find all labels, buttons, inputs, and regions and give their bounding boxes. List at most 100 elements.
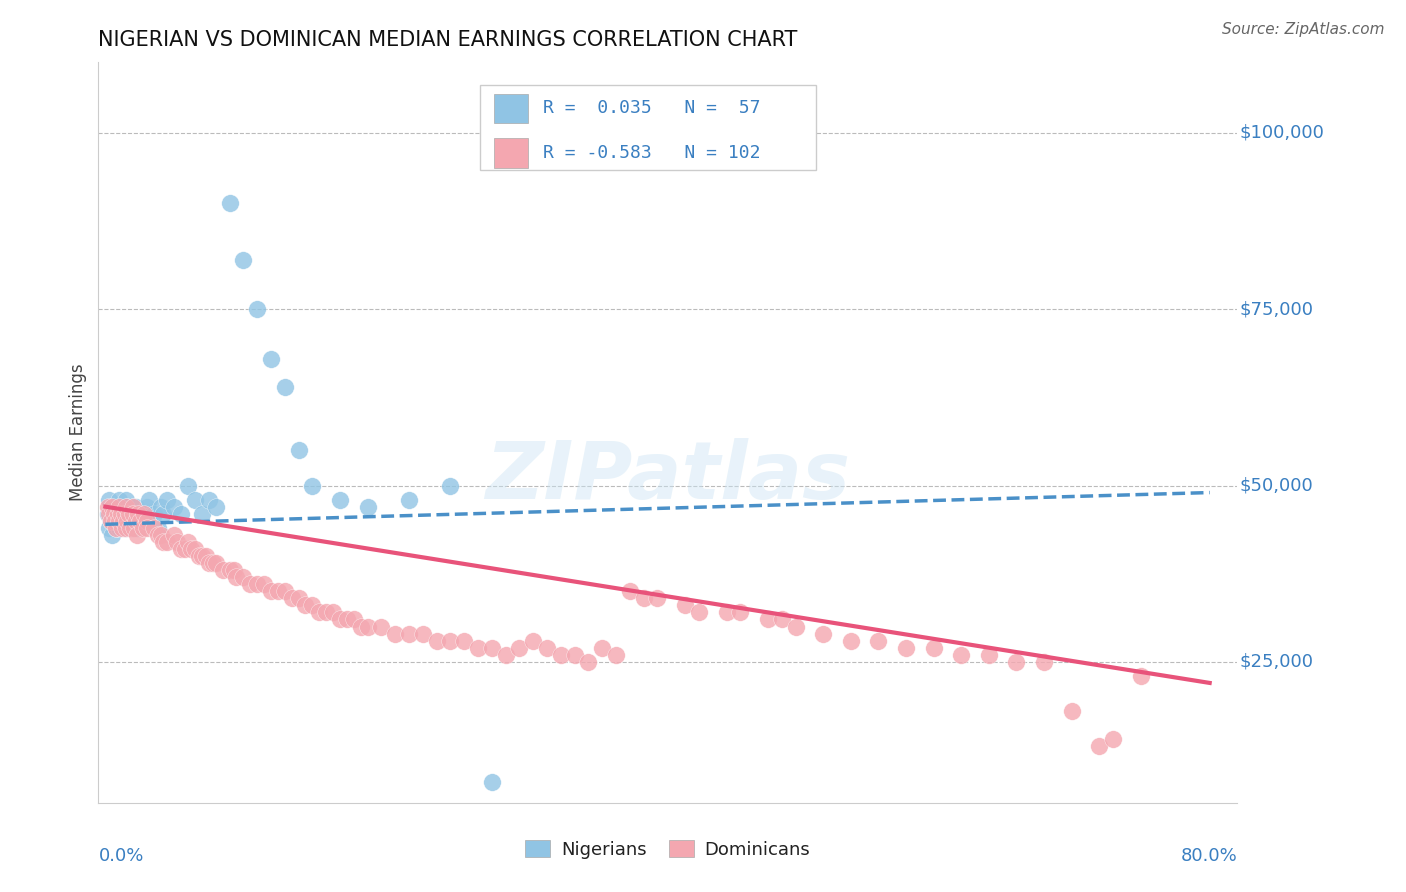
Point bbox=[922, 640, 945, 655]
Point bbox=[100, 514, 122, 528]
Point bbox=[104, 514, 127, 528]
Point bbox=[127, 507, 149, 521]
Point bbox=[439, 478, 461, 492]
Point bbox=[103, 507, 125, 521]
Point bbox=[301, 478, 323, 492]
Point bbox=[811, 626, 834, 640]
Point bbox=[117, 514, 139, 528]
Text: NIGERIAN VS DOMINICAN MEDIAN EARNINGS CORRELATION CHART: NIGERIAN VS DOMINICAN MEDIAN EARNINGS CO… bbox=[98, 29, 797, 50]
Point bbox=[412, 626, 434, 640]
Point bbox=[180, 541, 202, 556]
Point bbox=[950, 648, 973, 662]
Point bbox=[1033, 655, 1056, 669]
Point bbox=[211, 563, 233, 577]
Point bbox=[201, 556, 224, 570]
Text: ZIPatlas: ZIPatlas bbox=[485, 438, 851, 516]
Point bbox=[218, 196, 240, 211]
Point bbox=[619, 584, 641, 599]
Point bbox=[716, 606, 738, 620]
Text: $100,000: $100,000 bbox=[1240, 124, 1324, 142]
Point bbox=[135, 514, 157, 528]
Point bbox=[647, 591, 669, 606]
Point bbox=[101, 500, 124, 514]
Point bbox=[104, 514, 127, 528]
Point bbox=[384, 626, 406, 640]
Point bbox=[329, 492, 352, 507]
Point bbox=[287, 443, 309, 458]
Point bbox=[128, 507, 150, 521]
Point bbox=[111, 500, 134, 514]
Point bbox=[156, 492, 179, 507]
Point bbox=[1102, 732, 1125, 747]
Point bbox=[170, 507, 193, 521]
Text: Source: ZipAtlas.com: Source: ZipAtlas.com bbox=[1222, 22, 1385, 37]
Point bbox=[453, 633, 475, 648]
Point bbox=[467, 640, 489, 655]
Point bbox=[550, 648, 572, 662]
Point bbox=[177, 535, 200, 549]
Point bbox=[101, 528, 124, 542]
Point bbox=[108, 521, 131, 535]
Point bbox=[110, 507, 132, 521]
Text: $50,000: $50,000 bbox=[1240, 476, 1313, 494]
Point bbox=[398, 626, 420, 640]
Point bbox=[100, 514, 122, 528]
Point bbox=[336, 612, 359, 626]
Point bbox=[135, 521, 157, 535]
Point bbox=[174, 541, 197, 556]
Point bbox=[114, 507, 136, 521]
Point bbox=[184, 541, 207, 556]
Point bbox=[253, 577, 276, 591]
Point bbox=[785, 619, 807, 633]
Point bbox=[1005, 655, 1028, 669]
Point bbox=[124, 521, 146, 535]
Point bbox=[97, 507, 120, 521]
Point bbox=[125, 521, 148, 535]
Text: R =  0.035   N =  57: R = 0.035 N = 57 bbox=[543, 100, 761, 118]
Point bbox=[356, 500, 378, 514]
Point bbox=[198, 556, 221, 570]
Point bbox=[350, 619, 373, 633]
Point bbox=[108, 500, 131, 514]
Point bbox=[591, 640, 613, 655]
Point bbox=[1088, 739, 1111, 754]
Point bbox=[98, 507, 121, 521]
Point bbox=[246, 577, 269, 591]
Point bbox=[131, 521, 153, 535]
Point bbox=[152, 535, 174, 549]
Point bbox=[163, 528, 186, 542]
Point bbox=[146, 528, 169, 542]
Point bbox=[120, 514, 142, 528]
Point bbox=[868, 633, 890, 648]
Point bbox=[122, 500, 145, 514]
Point bbox=[191, 507, 214, 521]
Point bbox=[163, 500, 186, 514]
Point bbox=[308, 606, 330, 620]
Point bbox=[356, 619, 378, 633]
Point bbox=[370, 619, 392, 633]
Point bbox=[156, 535, 179, 549]
Point bbox=[135, 514, 157, 528]
Point bbox=[522, 633, 544, 648]
Point bbox=[315, 606, 337, 620]
Point bbox=[274, 584, 297, 599]
Text: 80.0%: 80.0% bbox=[1181, 847, 1237, 865]
Point bbox=[107, 507, 129, 521]
Point bbox=[108, 492, 131, 507]
Point bbox=[839, 633, 862, 648]
Point bbox=[204, 556, 226, 570]
Point bbox=[894, 640, 917, 655]
Point bbox=[301, 599, 323, 613]
Point bbox=[97, 500, 120, 514]
Point bbox=[633, 591, 655, 606]
Point bbox=[294, 599, 316, 613]
Point bbox=[120, 521, 142, 535]
Point bbox=[98, 521, 121, 535]
Point bbox=[118, 507, 141, 521]
Point bbox=[260, 351, 283, 366]
Point bbox=[122, 507, 145, 521]
Point bbox=[267, 584, 290, 599]
Point bbox=[149, 500, 172, 514]
Point bbox=[105, 500, 128, 514]
Point bbox=[122, 500, 145, 514]
